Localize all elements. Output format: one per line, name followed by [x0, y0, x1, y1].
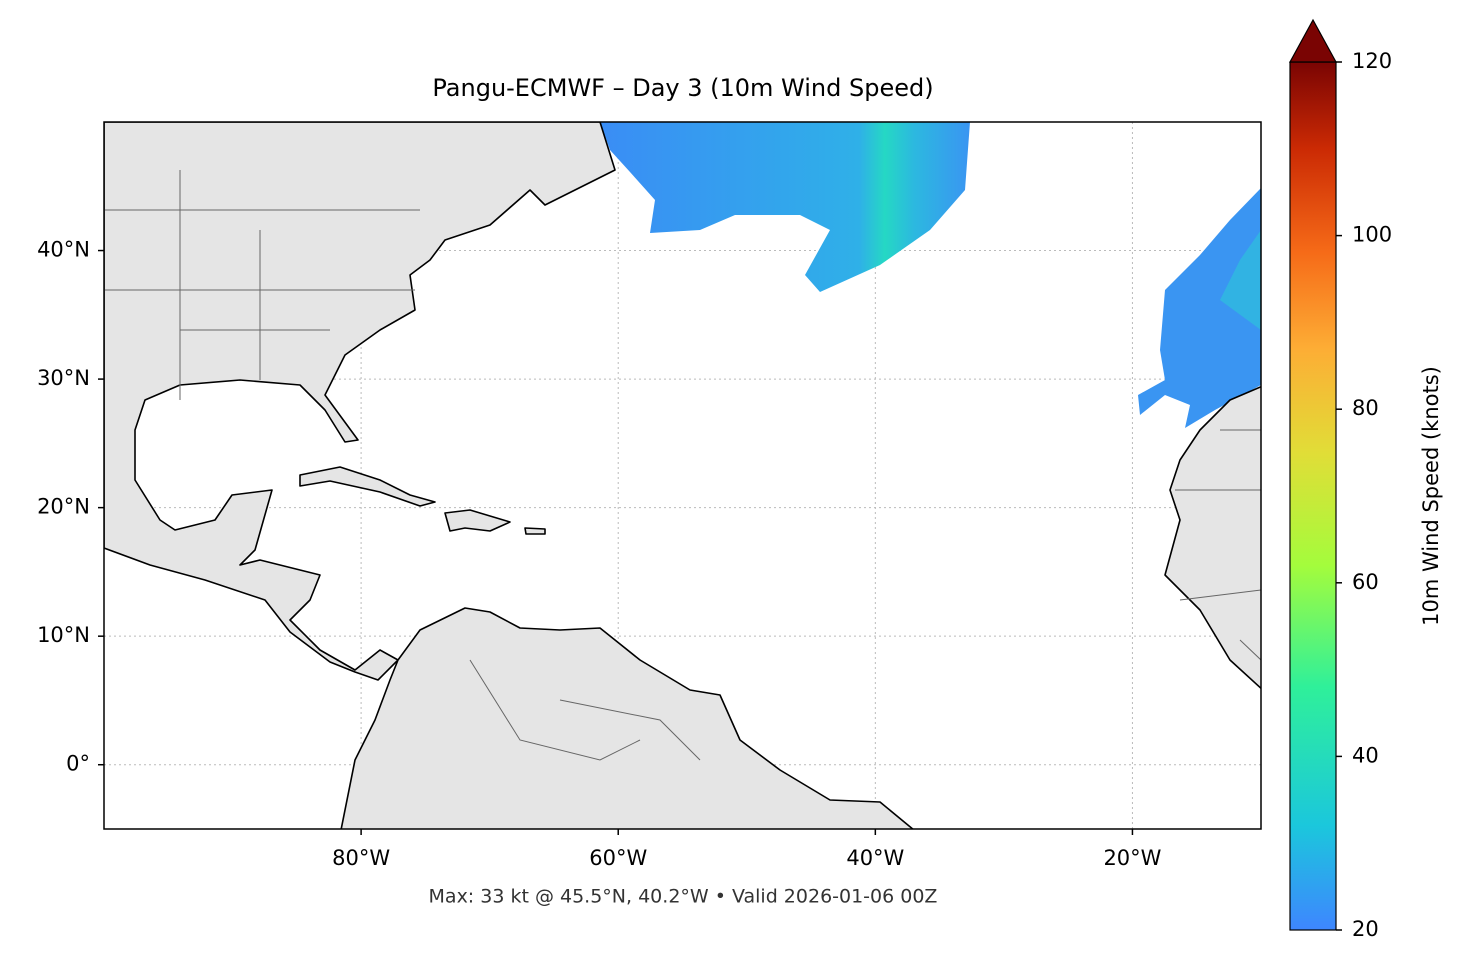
hispaniola [444, 509, 511, 532]
colorbar-tick-label: 20 [1352, 917, 1379, 941]
colorbar [1289, 61, 1337, 931]
map-layers [104, 122, 1261, 829]
x-tick-label: 20°W [1103, 846, 1161, 870]
colorbar-tick-label: 120 [1352, 49, 1392, 73]
map-frame [103, 121, 1262, 830]
map-title: Pangu-ECMWF – Day 3 (10m Wind Speed) [432, 74, 933, 102]
y-tick-label: 40°N [37, 238, 90, 262]
y-tick-label: 30°N [37, 366, 90, 390]
x-tick-label: 80°W [332, 846, 390, 870]
wind-field [600, 122, 970, 292]
cuba [299, 466, 436, 507]
y-tick-label: 10°N [37, 623, 90, 647]
south-america [340, 607, 914, 829]
north-america [104, 122, 616, 681]
colorbar-tick-label: 60 [1352, 570, 1379, 594]
colorbar-tick-label: 100 [1352, 223, 1392, 247]
colorbar-label: 10m Wind Speed (knots) [1419, 366, 1443, 626]
wind-field [1138, 188, 1261, 428]
y-tick-label: 0° [66, 752, 90, 776]
colorbar-tick-label: 80 [1352, 396, 1379, 420]
colorbar-extend [1288, 18, 1338, 63]
puerto-rico [524, 527, 546, 535]
borders [104, 170, 1261, 761]
y-tick-label: 20°N [37, 495, 90, 519]
wind-field [1220, 230, 1261, 330]
x-tick-label: 40°W [846, 846, 904, 870]
footer-note: Max: 33 kt @ 45.5°N, 40.2°W • Valid 2026… [429, 886, 938, 908]
colorbar-tick-label: 40 [1352, 743, 1379, 767]
africa [1164, 385, 1261, 690]
x-tick-label: 60°W [589, 846, 647, 870]
